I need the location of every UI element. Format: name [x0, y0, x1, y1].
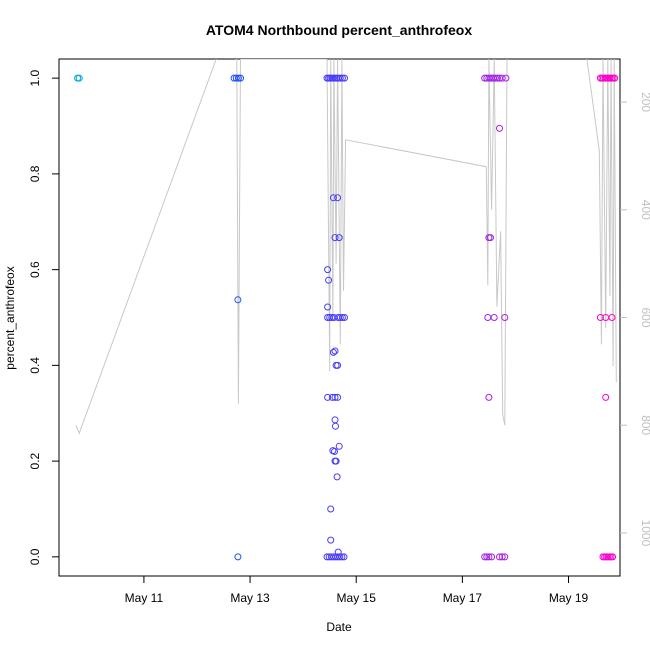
data-point	[485, 553, 493, 561]
data-point	[237, 74, 244, 82]
data-point	[324, 266, 332, 274]
data-point	[608, 314, 616, 321]
y2-tick-label: 200	[639, 92, 650, 112]
x-axis-label: Date	[326, 620, 352, 634]
data-point	[336, 553, 344, 561]
data-point	[493, 74, 501, 82]
y2-tick-label: 800	[639, 415, 650, 435]
data-point	[234, 553, 242, 561]
data-point	[611, 74, 619, 82]
data-point	[324, 393, 332, 401]
data-point	[329, 194, 337, 202]
secondary-series-line	[75, 59, 617, 435]
data-point	[331, 448, 338, 455]
data-point	[334, 361, 342, 369]
data-point	[481, 553, 489, 561]
data-point	[336, 74, 344, 82]
data-point	[234, 74, 242, 82]
data-point	[327, 536, 335, 544]
data-points	[74, 74, 619, 561]
data-point	[232, 74, 240, 82]
data-point	[501, 553, 509, 561]
data-point	[491, 74, 499, 82]
y-tick-label: 0.8	[28, 165, 42, 182]
secondary-y-axis: 200 400 600 800 1000	[620, 92, 650, 547]
y2-tick-label: 400	[639, 200, 650, 220]
data-point	[328, 393, 336, 401]
x-tick-label: May 15	[337, 591, 377, 605]
y-tick-label: 0.6	[28, 261, 42, 278]
data-point	[338, 553, 346, 561]
x-tick-label: May 19	[549, 591, 589, 605]
data-point	[483, 553, 491, 561]
data-point	[325, 276, 333, 284]
data-point	[488, 553, 496, 561]
data-point	[341, 74, 348, 82]
y-axis: 0.0 0.2 0.4 0.6 0.8 1.0	[28, 69, 59, 565]
data-point	[484, 314, 492, 321]
data-point	[596, 314, 604, 321]
x-tick-label: May 17	[443, 591, 483, 605]
data-point	[324, 303, 332, 311]
data-point	[332, 422, 339, 430]
chart-title: ATOM4 Northbound percent_anthrofeox	[206, 22, 472, 38]
x-axis: May 11 May 13 May 15 May 17 May 19	[125, 576, 589, 605]
data-point	[502, 74, 510, 82]
data-point	[338, 314, 346, 321]
x-tick-label: May 11	[125, 591, 164, 605]
data-point	[75, 74, 83, 82]
x-tick-label: May 13	[230, 591, 270, 605]
data-point	[496, 553, 503, 561]
data-point	[485, 393, 493, 401]
data-point	[331, 416, 339, 424]
data-point	[329, 348, 337, 356]
data-point	[490, 314, 498, 321]
data-point	[331, 234, 339, 242]
y2-tick-label: 1000	[639, 520, 650, 547]
data-point	[234, 296, 242, 304]
y-tick-label: 0.2	[28, 452, 42, 469]
data-point	[335, 442, 343, 450]
data-point	[334, 194, 342, 202]
data-point	[327, 505, 335, 513]
data-point	[609, 553, 617, 561]
data-point	[341, 314, 348, 321]
y-tick-label: 1.0	[28, 69, 42, 86]
data-point	[487, 234, 494, 242]
data-point	[602, 393, 610, 401]
y-axis-label: percent_anthrofeox	[3, 266, 17, 369]
data-point	[331, 347, 339, 355]
data-point	[498, 553, 506, 561]
data-point	[496, 124, 503, 132]
y-tick-label: 0.4	[28, 357, 42, 374]
data-point	[338, 74, 346, 82]
data-point	[334, 393, 342, 401]
data-point	[336, 314, 344, 321]
data-point	[333, 473, 341, 481]
data-point	[332, 457, 340, 465]
data-point	[326, 314, 334, 321]
y2-tick-label: 600	[639, 307, 650, 327]
data-point	[335, 234, 343, 242]
data-point	[331, 393, 339, 401]
data-point	[498, 74, 506, 82]
y-tick-label: 0.0	[28, 548, 42, 565]
secondary-line-path	[75, 59, 617, 435]
data-point	[501, 314, 509, 321]
data-point	[340, 553, 348, 561]
